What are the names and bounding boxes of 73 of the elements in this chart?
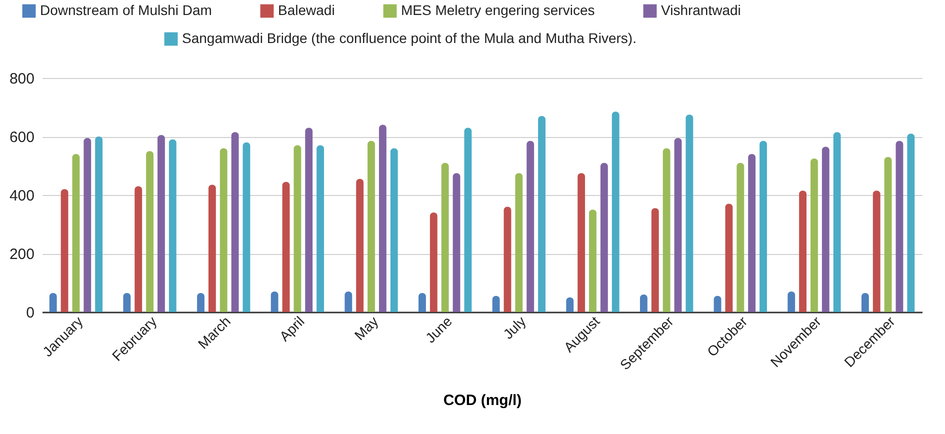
bar [441,162,449,312]
bar [748,154,756,312]
x-tick-label: July [500,313,529,342]
bar [368,140,375,312]
bar [464,128,472,312]
bar [788,292,796,312]
bar [134,186,142,312]
bar [356,178,364,312]
bar [344,292,352,312]
legend-label: Downstream of Mulshi Dam [40,2,212,18]
bar [714,296,722,312]
y-tick-label: 0 [26,304,34,322]
y-tick-label: 600 [9,129,34,146]
bar [492,296,500,312]
bar [378,124,386,312]
bar [526,140,534,312]
bar [294,145,302,312]
y-tick-label: 800 [9,70,34,88]
bar [515,173,523,312]
bar [833,132,841,312]
x-tick-label: May [351,313,382,344]
bar [861,292,869,312]
legend-label: Sangamwadi Bridge (the confluence point of the Mula and Mutha Rivers). [182,30,636,46]
bar [197,292,204,312]
bar [872,190,880,312]
bar [418,292,426,312]
bar [95,136,103,312]
bar [589,210,596,312]
bar [390,148,398,312]
bar [612,112,620,312]
bar [566,297,574,312]
bar [60,189,68,312]
bar [72,154,80,312]
bar [49,292,57,312]
legend-label: MES Meletry engering services [401,2,595,18]
bar [270,292,278,312]
bar [907,134,915,312]
bar [282,182,290,312]
bar [158,135,165,312]
bar [736,162,744,312]
bar [674,138,682,312]
bar [578,173,586,312]
bar [822,146,830,312]
bar [231,132,239,312]
bar [305,128,313,312]
legend-label: Balewadi [278,2,335,18]
bar [640,294,648,312]
bar [220,148,228,312]
bar [799,190,806,312]
bar [896,140,904,312]
bar [316,145,324,312]
bar [84,138,92,312]
bar [146,151,154,312]
bar [686,114,694,312]
y-tick-label: 400 [9,188,34,204]
legend-label: Vishrantwadi [661,2,741,18]
bar [430,212,438,312]
bar [208,184,216,312]
y-tick-label: 200 [9,246,34,263]
bar [242,142,250,312]
bar [452,173,460,312]
bar [760,140,767,312]
bar [651,208,659,312]
bar [810,158,818,312]
bar [168,139,176,312]
bar [123,292,131,312]
bar [538,116,546,312]
bar [504,206,512,312]
bar [725,204,733,312]
bar [600,162,608,312]
x-axis-title: COD (mg/l) [443,392,522,409]
bar [662,148,670,312]
bar [884,156,892,312]
